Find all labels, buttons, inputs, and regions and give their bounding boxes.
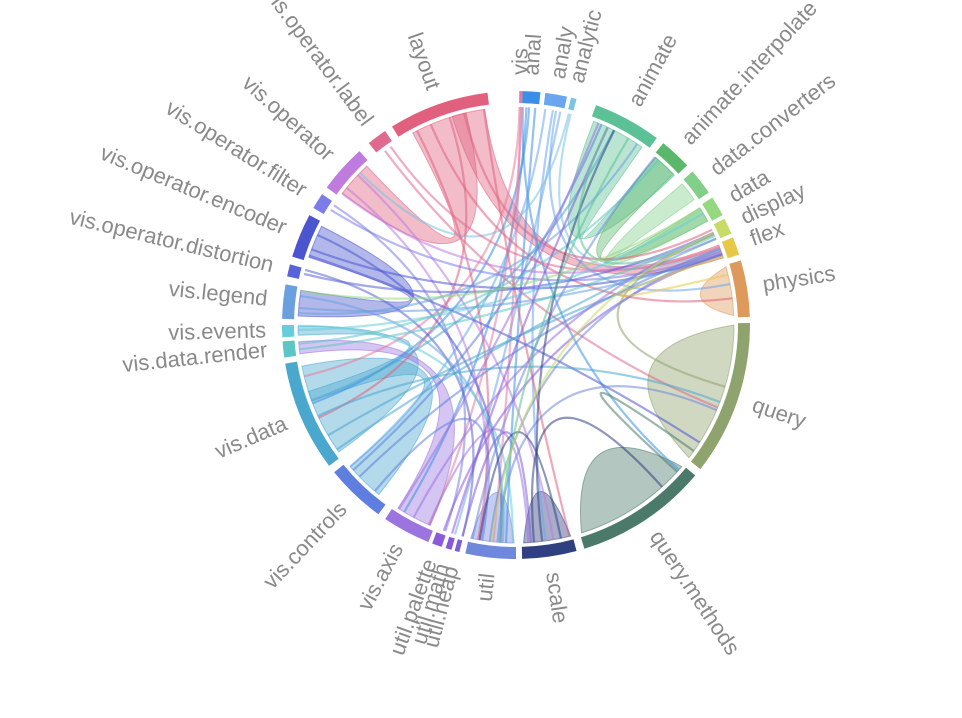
group-label-vis-legend: vis.legend (168, 276, 269, 311)
group-label-physics: physics (761, 260, 837, 296)
ribbon-layer (297, 107, 735, 544)
group-arc-flex[interactable] (721, 237, 740, 259)
group-arc-data[interactable] (702, 197, 723, 221)
link-vis-events-util[interactable] (297, 324, 514, 543)
link-display-util[interactable] (490, 231, 714, 542)
group-arc-vis-axis[interactable] (385, 509, 433, 542)
chord-layout-flex[interactable] (451, 108, 725, 275)
link-analytic-vis-operator[interactable] (359, 113, 570, 238)
group-label-vis-axis: vis.axis (352, 539, 408, 614)
link-animate-display[interactable] (577, 126, 716, 265)
link-vis-operator-distortion-util-heap[interactable] (304, 268, 475, 537)
group-label-query: query (749, 392, 809, 433)
link-vis-operator-label-flex[interactable] (389, 146, 720, 272)
link-vis-axis-animate[interactable] (398, 122, 600, 510)
link-vis-axis-scale[interactable] (427, 428, 530, 543)
link-util-animate-interpolate[interactable] (471, 156, 656, 539)
chord-self-query-methods[interactable] (580, 446, 683, 534)
group-arc-vis-controls[interactable] (334, 464, 386, 515)
group-arc-scale[interactable] (521, 539, 577, 559)
link-data-vis-legend[interactable] (300, 207, 701, 300)
group-arc-physics[interactable] (729, 260, 750, 318)
group-arc-analytic[interactable] (568, 97, 577, 111)
link-layout-physics[interactable] (429, 123, 733, 303)
group-arc-vis-operator-label[interactable] (368, 131, 392, 153)
group-arc-animate[interactable] (591, 105, 657, 148)
group-arc-vis-events[interactable] (282, 325, 295, 338)
link-vis-controls-util[interactable] (374, 417, 490, 541)
group-label-util: util (472, 572, 500, 603)
link-util-math-animate[interactable] (450, 126, 609, 534)
link-vis-operator-display[interactable] (341, 192, 717, 274)
link-vis-operator-encoder-query[interactable] (308, 254, 701, 444)
link-vis-vis-axis[interactable] (428, 107, 523, 526)
chord-self-physics[interactable] (699, 265, 735, 317)
group-arc-util[interactable] (465, 541, 516, 559)
link-util-flex[interactable] (488, 249, 722, 542)
link-layout-scale[interactable] (482, 109, 571, 537)
group-label-vis: vis (507, 48, 533, 75)
link-util-heap-scale[interactable] (461, 431, 533, 543)
group-arc-display[interactable] (713, 218, 732, 239)
link-flex-physics[interactable] (619, 255, 729, 298)
group-label-vis-controls: vis.controls (258, 497, 352, 594)
group-arc-layout[interactable] (391, 92, 489, 137)
link-vis-operator-scale[interactable] (356, 174, 555, 540)
group-arc-vis-data-render[interactable] (282, 340, 297, 358)
group-label-vis-data: vis.data (211, 410, 291, 463)
group-arc-vis[interactable] (519, 91, 523, 104)
link-vis-controls-animate[interactable] (352, 123, 603, 471)
link-analy-scale[interactable] (531, 109, 554, 542)
group-arc-vis-legend[interactable] (282, 284, 298, 320)
group-arc-vis-operator[interactable] (326, 151, 368, 195)
link-layout-display[interactable] (463, 112, 713, 261)
link-vis-vis-data[interactable] (303, 107, 521, 378)
link-scale-animate[interactable] (535, 129, 616, 542)
link-vis-legend-animate[interactable] (298, 143, 639, 315)
chord-vis-data-vis-events[interactable] (297, 325, 419, 453)
group-arc-vis-data[interactable] (285, 361, 339, 466)
group-arc-query-methods[interactable] (580, 467, 696, 549)
group-label-vis-events: vis.events (168, 317, 266, 345)
group-arc-query[interactable] (690, 322, 750, 470)
group-label-layout: layout (403, 29, 446, 93)
group-label-animate: animate (623, 30, 682, 111)
link-vis-events-data[interactable] (298, 212, 704, 332)
group-arc-anal[interactable] (522, 91, 541, 105)
group-arc-analy[interactable] (543, 92, 568, 109)
group-arc-vis-operator-distortion[interactable] (287, 264, 302, 279)
group-arc-util-heap[interactable] (454, 539, 463, 553)
link-analytic-flex[interactable] (558, 113, 721, 270)
link-animate-util[interactable] (498, 137, 630, 543)
group-label-scale: scale (541, 570, 573, 624)
link-scale-query-methods[interactable] (530, 416, 663, 543)
link-vis-operator-filter-flex[interactable] (330, 209, 722, 282)
link-anal-query-methods[interactable] (521, 107, 680, 471)
group-arc-vis-operator-encoder[interactable] (292, 215, 320, 261)
group-arc-vis-operator-filter[interactable] (313, 194, 332, 214)
arc-layer (282, 91, 750, 559)
group-arc-util-palette[interactable] (432, 532, 446, 547)
group-arc-util-math[interactable] (445, 536, 455, 550)
link-anal-vis-axis[interactable] (403, 107, 528, 513)
group-label-anal: anal (518, 33, 546, 76)
link-vis-operator-filter-util-palette[interactable] (333, 204, 467, 532)
group-arc-animate-interpolate[interactable] (655, 143, 688, 174)
link-vis-controls-flex[interactable] (358, 247, 721, 478)
link-vis-data-query[interactable] (317, 365, 721, 417)
group-label-query-methods: query.methods (645, 526, 745, 660)
link-query-methods-query[interactable] (599, 391, 695, 473)
group-arc-data-converters[interactable] (683, 171, 709, 200)
